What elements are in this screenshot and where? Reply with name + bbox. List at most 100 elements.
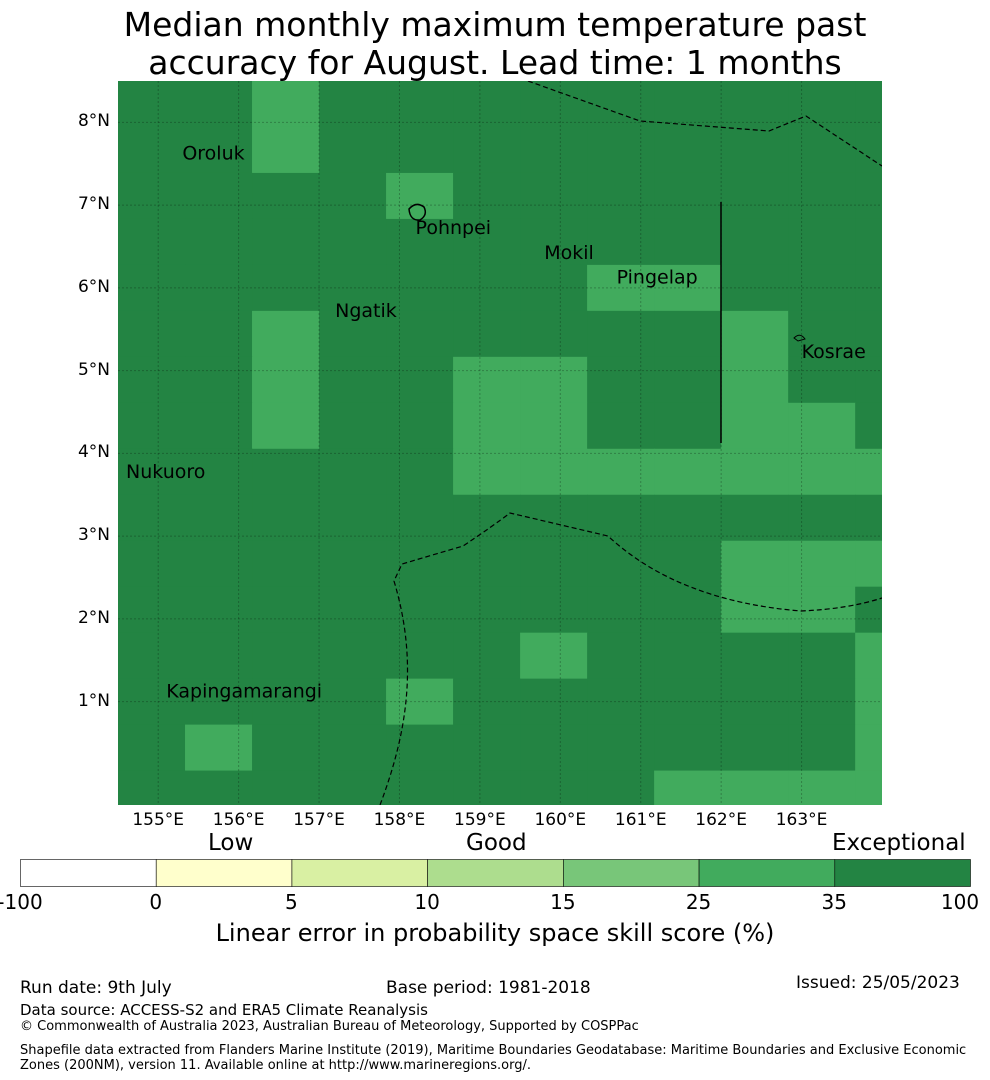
grid-cell	[855, 448, 882, 496]
grid-cell	[654, 678, 722, 726]
grid-cell	[185, 724, 253, 772]
grid-cell	[118, 724, 186, 772]
grid-cell	[319, 540, 387, 588]
place-label: Pingelap	[617, 267, 698, 289]
grid-cell	[319, 770, 387, 805]
grid-cell	[185, 126, 253, 174]
grid-cell	[520, 632, 588, 680]
colorbar-segment	[698, 859, 836, 887]
grid-cell	[386, 81, 454, 128]
grid-cell	[587, 586, 655, 634]
grid-cell	[386, 724, 454, 772]
grid-cell	[185, 494, 253, 542]
grid-cell	[185, 264, 253, 312]
grid-cell	[319, 678, 387, 726]
grid-cell	[319, 586, 387, 634]
eez-boundary-north	[527, 81, 882, 167]
grid-cell	[319, 724, 387, 772]
place-label: Kapingamarangi	[166, 680, 322, 702]
grid-cell	[319, 448, 387, 496]
grid-cell	[788, 494, 856, 542]
colorbar-segments	[20, 859, 971, 887]
grid-cell	[520, 356, 588, 404]
grid-cell	[453, 264, 521, 312]
grid-cell	[252, 724, 320, 772]
grid-cell	[520, 402, 588, 450]
grid-cell	[587, 494, 655, 542]
grid-cell	[453, 356, 521, 404]
grid-cell	[654, 126, 722, 174]
longitude-tick-label: 159°E	[454, 810, 506, 830]
colorbar	[20, 859, 971, 887]
grid-cell	[386, 356, 454, 404]
grid-cell	[252, 172, 320, 220]
grid-cell	[520, 126, 588, 174]
grid-cell	[252, 586, 320, 634]
map-title-line1: Median monthly maximum temperature past	[123, 5, 867, 44]
grid-cell	[252, 310, 320, 358]
grid-cell	[520, 770, 588, 805]
grid-cell	[319, 402, 387, 450]
grid-cell	[453, 448, 521, 496]
grid-cell	[855, 126, 882, 174]
place-labels: Oroluk Pohnpei Mokil Pingelap Ngatik Kosrae Nu…	[126, 143, 866, 703]
grid-cell	[386, 770, 454, 805]
grid-cell	[453, 81, 521, 128]
grid-cell	[855, 172, 882, 220]
grid-cell	[721, 402, 789, 450]
longitude-tick-label: 158°E	[373, 810, 426, 830]
colorbar-segment	[563, 859, 700, 887]
grid-cell	[654, 724, 722, 772]
grid-cell	[788, 678, 856, 726]
place-label: Mokil	[544, 242, 594, 264]
place-label: Oroluk	[182, 143, 244, 165]
colorbar-tick-label: 0	[149, 890, 163, 914]
grid-cell	[453, 770, 521, 805]
latitude-tick-label: 2°N	[77, 607, 110, 628]
grid-cell	[788, 724, 856, 772]
grid-cell	[185, 402, 253, 450]
longitude-tick-label: 163°E	[775, 810, 828, 830]
grid-cell	[721, 770, 789, 805]
grid-cell	[587, 81, 655, 128]
grid-cell	[118, 632, 186, 680]
grid-cell	[788, 218, 856, 266]
grid-cell	[788, 770, 856, 805]
grid-cell	[587, 356, 655, 404]
grid-cell	[453, 402, 521, 450]
grid-cell	[788, 448, 856, 496]
grid-cell	[453, 724, 521, 772]
grid-cell	[118, 218, 186, 266]
category-good-label: Good	[466, 830, 527, 856]
colorbar-tick-label: 35	[821, 890, 847, 914]
grid-cell	[386, 678, 454, 726]
grid-cell	[788, 81, 856, 128]
longitude-tick-label: 162°E	[695, 810, 747, 830]
grid-cell	[453, 494, 521, 542]
place-label: Kosrae	[802, 341, 866, 363]
grid-cell	[855, 770, 882, 805]
grid-cell	[319, 218, 387, 266]
grid-cell	[185, 632, 253, 680]
colorbar-tick-label: 100	[940, 890, 980, 914]
colorbar-segment	[155, 859, 293, 887]
grid-cell	[252, 632, 320, 680]
base-period: Base period: 1981-2018	[386, 978, 591, 998]
grid-cell	[386, 494, 454, 542]
grid-cell	[721, 172, 789, 220]
skill-score-map: Oroluk Pohnpei Mokil Pingelap Ngatik Kosrae Nu…	[118, 81, 882, 805]
grid-cell	[654, 172, 722, 220]
colorbar-segment	[427, 859, 564, 887]
grid-cell	[185, 540, 253, 588]
grid-cell	[319, 494, 387, 542]
grid-cell	[855, 632, 882, 680]
grid-cell	[252, 81, 320, 128]
grid-cell	[118, 81, 186, 128]
grid-cell	[721, 218, 789, 266]
grid-cell	[453, 678, 521, 726]
grid-cell	[185, 310, 253, 358]
longitude-tick-label: 161°E	[614, 810, 667, 830]
grid-cell	[319, 356, 387, 404]
place-label: Ngatik	[335, 300, 397, 322]
grid-cell	[721, 126, 789, 174]
